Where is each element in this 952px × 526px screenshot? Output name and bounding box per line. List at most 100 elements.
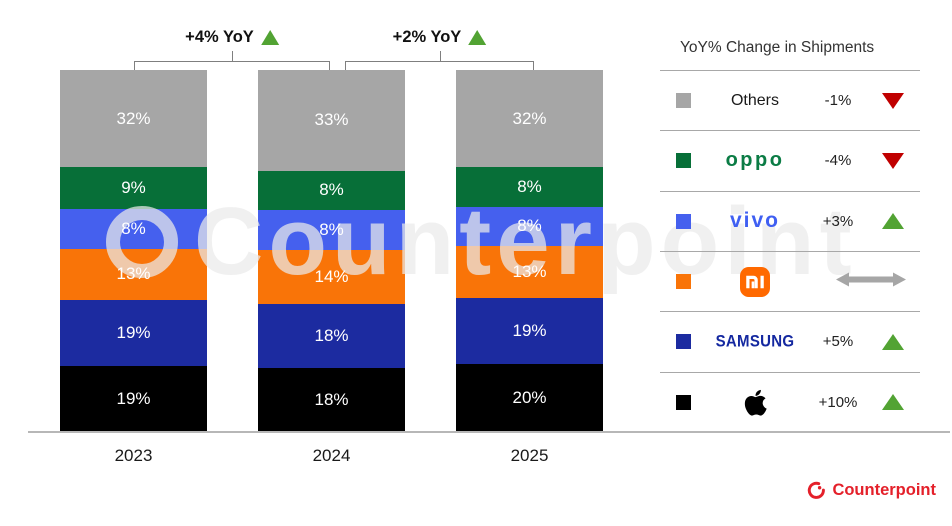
counterpoint-wordmark: Counterpoint (832, 481, 936, 499)
yoy-annotation-text: +2% YoY (392, 28, 462, 46)
bar-2025: 32% 8% 8% 13% 19% 20% (456, 70, 603, 432)
bar-2024: 33% 8% 8% 14% 18% 18% (258, 70, 405, 433)
legend-swatch-xiaomi (676, 274, 691, 290)
yoy-annotation-1: +4% YoY (185, 28, 279, 47)
legend-change-arrow (865, 394, 920, 411)
bar-segment-xiaomi-2025: 13% (456, 246, 603, 298)
bar-segment-samsung-2025: 19% (456, 297, 603, 364)
legend-row-others: Others -1% (660, 70, 920, 130)
others-logo: Others (699, 92, 811, 110)
vivo-logo: vivo (699, 209, 811, 233)
xiaomi-logo (699, 266, 811, 297)
yoy-bracket-tick (439, 51, 441, 61)
x-axis-label-2023: 2023 (114, 446, 153, 465)
apple-logo (699, 388, 811, 417)
legend-title: YoY% Change in Shipments (680, 38, 875, 56)
bar-segment-others-2025: 32% (456, 70, 603, 168)
counterpoint-c-icon (808, 481, 826, 499)
legend-row-oppo: oppo -4% (660, 130, 920, 190)
xiaomi-mi-logo (740, 266, 770, 297)
legend-row-xiaomi (660, 250, 920, 311)
legend-change-value: -1% (824, 92, 852, 110)
samsung-wordmark: SAMSUNG (715, 332, 795, 352)
down-arrow-icon (881, 152, 904, 169)
x-axis-label-2025: 2025 (510, 446, 549, 465)
legend-swatch-vivo (676, 213, 691, 229)
bar-segment-samsung-2023: 19% (60, 300, 207, 367)
bar-segment-label: 18% (314, 326, 349, 346)
oppo-wordmark: oppo (725, 149, 785, 172)
bar-segment-label: 19% (512, 320, 547, 340)
legend-row-apple: +10% (660, 371, 920, 432)
yoy-bracket-1 (134, 61, 330, 70)
bar-segment-label: 8% (319, 220, 344, 240)
yoy-annotation-text: +4% YoY (185, 28, 254, 46)
bar-segment-label: 9% (121, 178, 146, 198)
up-arrow-icon (881, 213, 904, 230)
yoy-annotation-2: +2% YoY (393, 28, 487, 47)
bar-segment-label: 14% (314, 266, 349, 286)
up-arrow-icon (468, 30, 487, 45)
legend-change-value: +5% (822, 333, 854, 351)
legend-swatch-samsung (676, 334, 691, 350)
bar-segment-label: 13% (512, 261, 547, 281)
bar-segment-label: 8% (121, 218, 146, 238)
legend: YoY% Change in Shipments Others -1% oppo -4… (660, 25, 920, 432)
bar-segment-label: 33% (314, 110, 349, 130)
yoy-bracket-2 (345, 61, 534, 70)
bar-segment-oppo-2025: 8% (456, 167, 603, 207)
bar-segment-xiaomi-2024: 14% (258, 249, 405, 305)
bar-segment-vivo-2023: 8% (60, 209, 207, 249)
counterpoint-logo: Counterpoint (807, 481, 936, 500)
legend-change-arrow (865, 92, 920, 109)
bar-segment-xiaomi-2023: 13% (60, 248, 207, 301)
bar-segment-apple-2023: 19% (60, 366, 207, 432)
bar-segment-apple-2024: 18% (258, 368, 405, 433)
bar-segment-oppo-2024: 8% (258, 170, 405, 211)
legend-change-arrow (865, 152, 920, 169)
bar-segment-label: 32% (512, 108, 547, 128)
bar-segment-label: 8% (517, 177, 542, 197)
samsung-logo: SAMSUNG (699, 332, 811, 352)
bar-segment-label: 19% (116, 389, 151, 408)
legend-change-arrow (865, 333, 920, 350)
yoy-bracket-tick (232, 51, 233, 61)
flat-arrow-wrap (836, 271, 906, 292)
bar-segment-label: 19% (116, 323, 151, 343)
legend-change-value: -4% (824, 152, 852, 170)
bar-segment-oppo-2023: 9% (60, 167, 207, 210)
bar-segment-label: 20% (512, 387, 547, 407)
bar-segment-label: 8% (319, 180, 344, 200)
bar-segment-label: 18% (314, 390, 349, 410)
apple-logo-icon (744, 389, 767, 416)
legend-swatch-others (676, 93, 691, 109)
bar-segment-label: 32% (116, 108, 151, 128)
oppo-logo: oppo (699, 149, 811, 172)
legend-swatch-oppo (676, 153, 691, 169)
legend-row-samsung: SAMSUNG +5% (660, 311, 920, 371)
legend-swatch-apple (676, 394, 691, 410)
legend-rows: Others -1% oppo -4% vivo +3% SAMSUNG +5% +10% (660, 70, 920, 432)
bar-segment-others-2023: 32% (60, 70, 207, 168)
bar-segment-apple-2025: 20% (456, 363, 603, 432)
bar-segment-label: 8% (517, 216, 542, 236)
legend-change-value: +10% (818, 393, 858, 411)
bar-segment-label: 13% (116, 264, 151, 284)
bar-segment-samsung-2024: 18% (258, 304, 405, 369)
bar-segment-others-2024: 33% (258, 70, 405, 171)
up-arrow-icon (881, 333, 904, 350)
bar-segment-vivo-2024: 8% (258, 210, 405, 250)
down-arrow-icon (881, 92, 904, 109)
bar-segment-vivo-2025: 8% (456, 206, 603, 247)
others-wordmark: Others (730, 91, 779, 109)
x-axis-line (28, 431, 950, 433)
bar-2023: 32% 9% 8% 13% 19% 19% (60, 70, 207, 432)
vivo-wordmark: vivo (729, 209, 781, 233)
up-arrow-icon (260, 30, 279, 45)
legend-change-value: +3% (822, 212, 854, 230)
x-axis-label-2024: 2024 (312, 446, 351, 465)
legend-change-arrow (865, 213, 920, 230)
flat-arrow-icon (836, 272, 906, 287)
legend-row-vivo: vivo +3% (660, 190, 920, 251)
